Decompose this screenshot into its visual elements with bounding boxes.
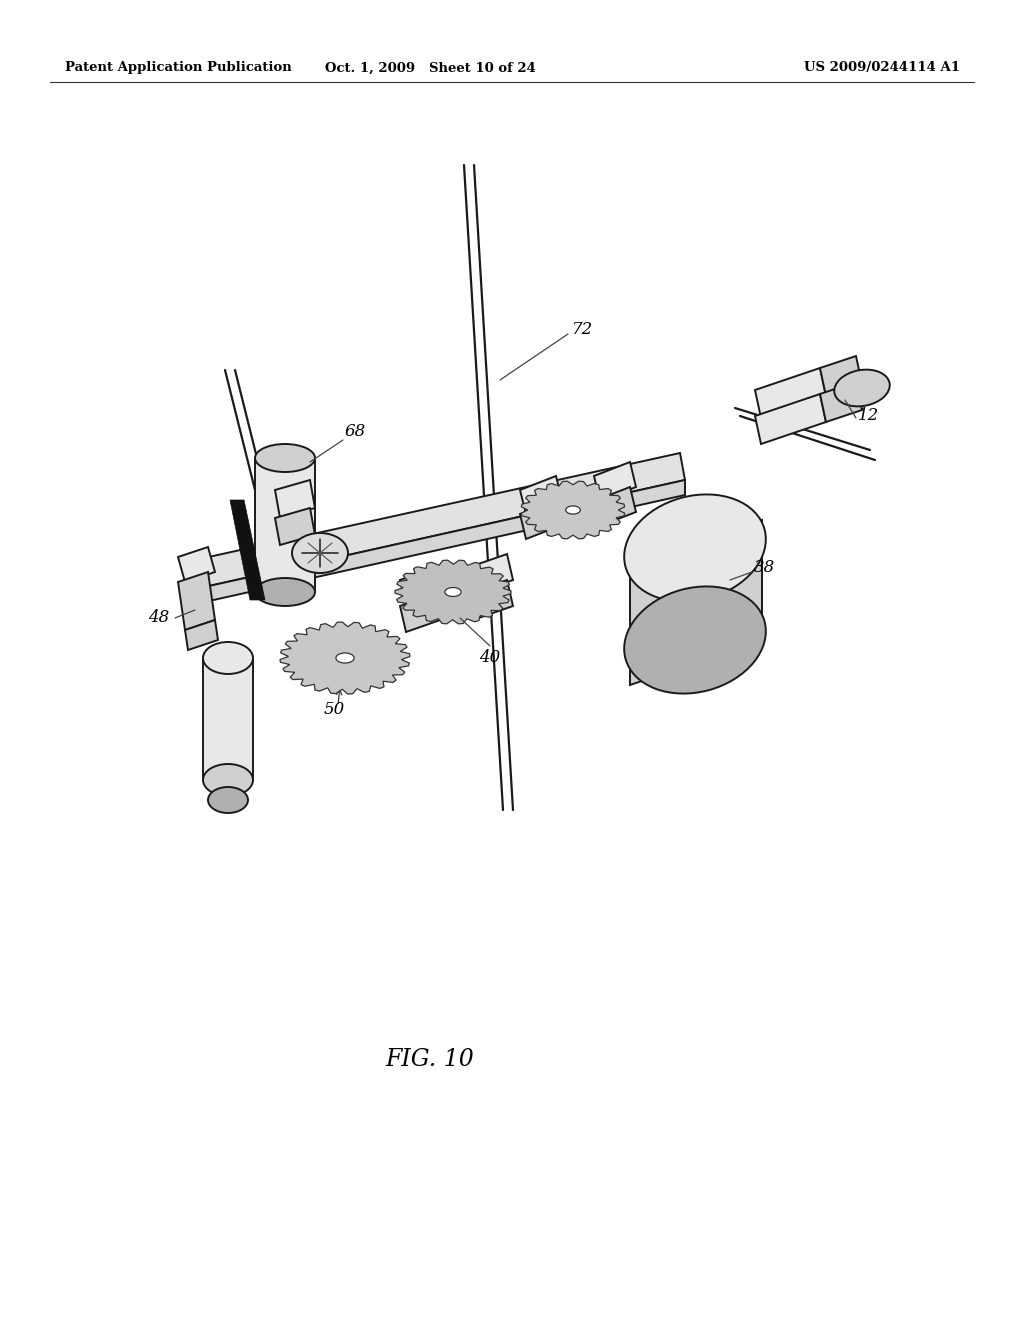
- Polygon shape: [280, 622, 410, 694]
- Polygon shape: [594, 487, 636, 525]
- Polygon shape: [275, 508, 315, 545]
- Polygon shape: [203, 657, 253, 780]
- Polygon shape: [820, 381, 862, 422]
- Text: 50: 50: [324, 701, 345, 718]
- Polygon shape: [755, 368, 826, 418]
- Polygon shape: [395, 560, 511, 624]
- Text: 48: 48: [148, 610, 169, 627]
- Ellipse shape: [565, 506, 581, 513]
- Text: FIG. 10: FIG. 10: [386, 1048, 474, 1072]
- Polygon shape: [195, 453, 685, 587]
- Ellipse shape: [625, 495, 766, 602]
- Ellipse shape: [835, 370, 890, 407]
- Polygon shape: [520, 500, 562, 539]
- Ellipse shape: [444, 587, 461, 597]
- Polygon shape: [178, 572, 215, 630]
- Polygon shape: [520, 477, 562, 513]
- Ellipse shape: [255, 578, 315, 606]
- Text: 38: 38: [754, 560, 775, 577]
- Polygon shape: [178, 546, 215, 582]
- Text: Oct. 1, 2009   Sheet 10 of 24: Oct. 1, 2009 Sheet 10 of 24: [325, 62, 536, 74]
- Ellipse shape: [292, 533, 348, 573]
- Polygon shape: [400, 566, 446, 606]
- Polygon shape: [755, 393, 826, 444]
- Text: US 2009/0244114 A1: US 2009/0244114 A1: [804, 62, 961, 74]
- Text: 12: 12: [858, 407, 880, 424]
- Polygon shape: [400, 591, 446, 632]
- Ellipse shape: [203, 642, 253, 675]
- Polygon shape: [521, 482, 625, 539]
- Polygon shape: [594, 462, 636, 502]
- Polygon shape: [200, 480, 685, 603]
- Polygon shape: [630, 520, 762, 685]
- Ellipse shape: [625, 586, 766, 693]
- Text: 68: 68: [345, 424, 367, 441]
- Polygon shape: [275, 480, 315, 517]
- Text: Patent Application Publication: Patent Application Publication: [65, 62, 292, 74]
- Text: 72: 72: [572, 322, 593, 338]
- Polygon shape: [230, 500, 265, 601]
- Ellipse shape: [208, 787, 248, 813]
- Text: 40: 40: [479, 649, 501, 667]
- Polygon shape: [255, 459, 315, 590]
- Ellipse shape: [336, 653, 354, 663]
- Polygon shape: [467, 579, 513, 620]
- Ellipse shape: [203, 764, 253, 796]
- Polygon shape: [820, 356, 862, 396]
- Polygon shape: [467, 554, 513, 594]
- Ellipse shape: [255, 444, 315, 473]
- Polygon shape: [185, 620, 218, 649]
